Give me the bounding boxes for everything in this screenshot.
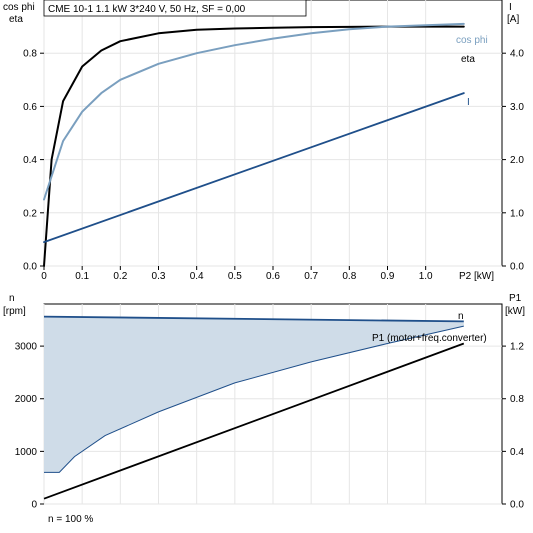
top-x-tick-label: 0.7 bbox=[304, 271, 318, 282]
top-y-tick-label-right: 2.0 bbox=[510, 155, 524, 166]
top-y-tick-label-left: 0.4 bbox=[23, 155, 37, 166]
series-n-line bbox=[43, 315, 464, 323]
top-y-tick-label-left: 0.2 bbox=[23, 208, 37, 219]
legend-current: I bbox=[467, 97, 470, 108]
bottom-y-ticks-left: 0 1000 2000 3000 bbox=[15, 342, 44, 511]
bottom-left-axis-label-2: [rpm] bbox=[3, 306, 26, 317]
x-axis-label: P2 [kW] bbox=[459, 271, 494, 282]
top-x-tick-label: 0.5 bbox=[228, 271, 242, 282]
bottom-right-axis-label-2: [kW] bbox=[505, 306, 525, 317]
legend-cos-phi: cos phi bbox=[456, 35, 488, 46]
title-box bbox=[43, 0, 307, 17]
bottom-y-tick-label-right: 0.8 bbox=[510, 394, 524, 405]
bottom-y-tick-label-right: 1.2 bbox=[510, 342, 524, 353]
legend-eta: eta bbox=[461, 54, 475, 65]
bottom-y-tick-label-left: 0 bbox=[31, 500, 37, 511]
bottom-y-tick-label-left: 3000 bbox=[15, 342, 38, 353]
speed-power-panel: 0 1000 2000 3000 0.0 0.4 0.8 1.2 n [rpm] P1 [k… bbox=[3, 293, 525, 525]
top-x-tick-label: 0.9 bbox=[381, 271, 395, 282]
speed-range-area bbox=[44, 316, 464, 473]
legend-p1: P1 (motor+freq.converter) bbox=[372, 333, 487, 344]
top-x-tick-label: 0.8 bbox=[342, 271, 356, 282]
top-x-tick-label: 1.0 bbox=[419, 271, 433, 282]
right-axis-label-2: [A] bbox=[507, 14, 519, 25]
left-axis-label-2: eta bbox=[9, 14, 23, 25]
footnote: n = 100 % bbox=[48, 514, 93, 525]
top-y-ticks-right: 0.0 1.0 2.0 3.0 4.0 bbox=[502, 49, 524, 273]
bottom-series bbox=[43, 315, 465, 500]
bottom-y-tick-label-right: 0.4 bbox=[510, 447, 524, 458]
top-y-tick-label-right: 3.0 bbox=[510, 102, 524, 113]
bottom-right-axis-label-1: P1 bbox=[509, 293, 522, 304]
top-x-tick-label: 0.6 bbox=[266, 271, 280, 282]
top-x-tick-label: 0.1 bbox=[75, 271, 89, 282]
top-y-tick-label-right: 0.0 bbox=[510, 262, 524, 273]
top-x-ticks: 0 0.1 0.2 0.3 0.4 0.5 0.6 0.7 0.8 0.9 1.0 bbox=[41, 266, 433, 282]
efficiency-current-panel: 0 0.1 0.2 0.3 0.4 0.5 0.6 0.7 0.8 0.9 1.0 0.00.20.… bbox=[3, 0, 524, 282]
top-y-ticks-left: 0.0 0.2 0.4 0.6 0.8 bbox=[23, 49, 44, 273]
series-cos-phi-line bbox=[43, 22, 465, 201]
series-p1-line bbox=[43, 342, 465, 500]
top-series bbox=[43, 22, 465, 267]
top-x-tick-label: 0.2 bbox=[113, 271, 127, 282]
top-y-tick-label-left: 0.6 bbox=[23, 102, 37, 113]
top-y-tick-label-left: 0.8 bbox=[23, 49, 37, 60]
bottom-y-tick-label-right: 0.0 bbox=[510, 500, 524, 511]
bottom-y-tick-label-left: 1000 bbox=[15, 447, 38, 458]
top-y-tick-label-right: 1.0 bbox=[510, 208, 524, 219]
top-x-tick-label: 0.4 bbox=[190, 271, 204, 282]
right-axis-label-1: I bbox=[509, 2, 512, 13]
top-x-tick-label: 0 bbox=[41, 271, 47, 282]
bottom-left-axis-label-1: n bbox=[9, 293, 15, 304]
top-y-tick-label-right: 4.0 bbox=[510, 49, 524, 60]
bottom-y-tick-label-left: 2000 bbox=[15, 394, 38, 405]
chart-title: CME 10-1 1.1 kW 3*240 V, 50 Hz, SF = 0,0… bbox=[48, 4, 246, 15]
legend-speed: n bbox=[458, 311, 464, 322]
series-i-line bbox=[43, 92, 465, 244]
left-axis-label-1: cos phi bbox=[3, 2, 35, 13]
top-y-tick-label-left: 0.0 bbox=[23, 262, 37, 273]
series-n-lower-line bbox=[44, 325, 464, 473]
top-x-tick-label: 0.3 bbox=[152, 271, 166, 282]
bottom-y-ticks-right: 0.0 0.4 0.8 1.2 bbox=[502, 342, 524, 511]
